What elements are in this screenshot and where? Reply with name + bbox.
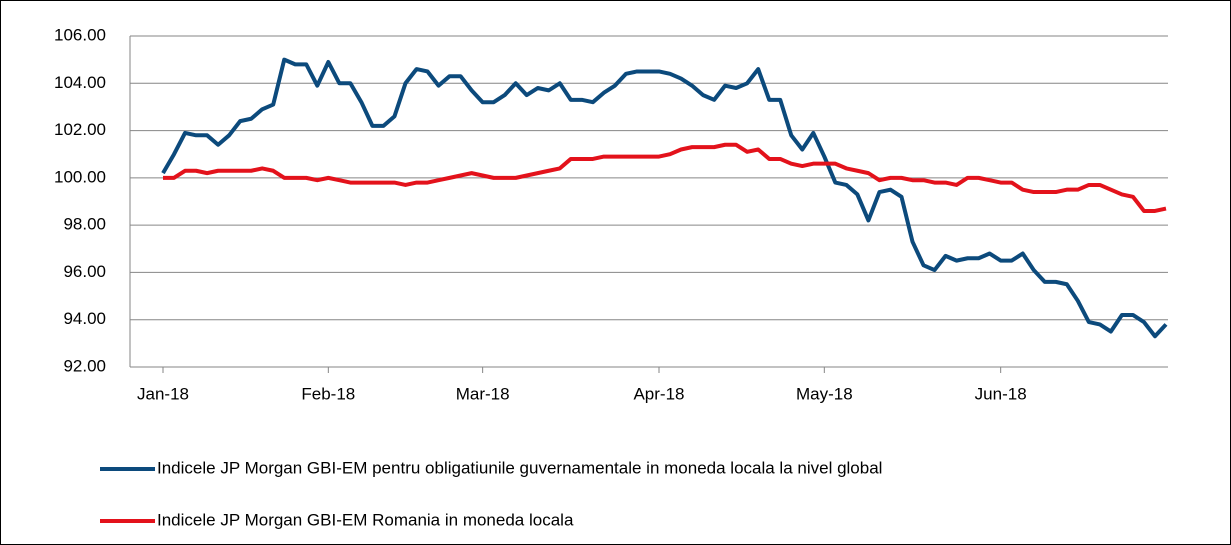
x-tick-label: May-18 [796,384,853,403]
y-tick-label: 98.00 [63,215,106,234]
y-tick-label: 94.00 [63,309,106,328]
y-tick-label: 102.00 [54,120,106,139]
y-tick-label: 106.00 [54,25,106,44]
x-tick-label: Jan-18 [137,384,189,403]
series-line [163,142,1167,213]
y-tick-label: 96.00 [63,262,106,281]
legend-label: Indicele JP Morgan GBI-EM Romania in mon… [157,510,574,529]
x-tick-label: Feb-18 [301,384,355,403]
x-tick-label: Apr-18 [633,384,684,403]
x-tick-label: Jun-18 [975,384,1027,403]
y-tick-label: 100.00 [54,167,106,186]
legend-label: Indicele JP Morgan GBI-EM pentru obligat… [157,458,882,477]
series-line [161,57,1168,339]
y-tick-label: 92.00 [63,356,106,375]
x-tick-label: Mar-18 [456,384,510,403]
y-tick-label: 104.00 [54,73,106,92]
